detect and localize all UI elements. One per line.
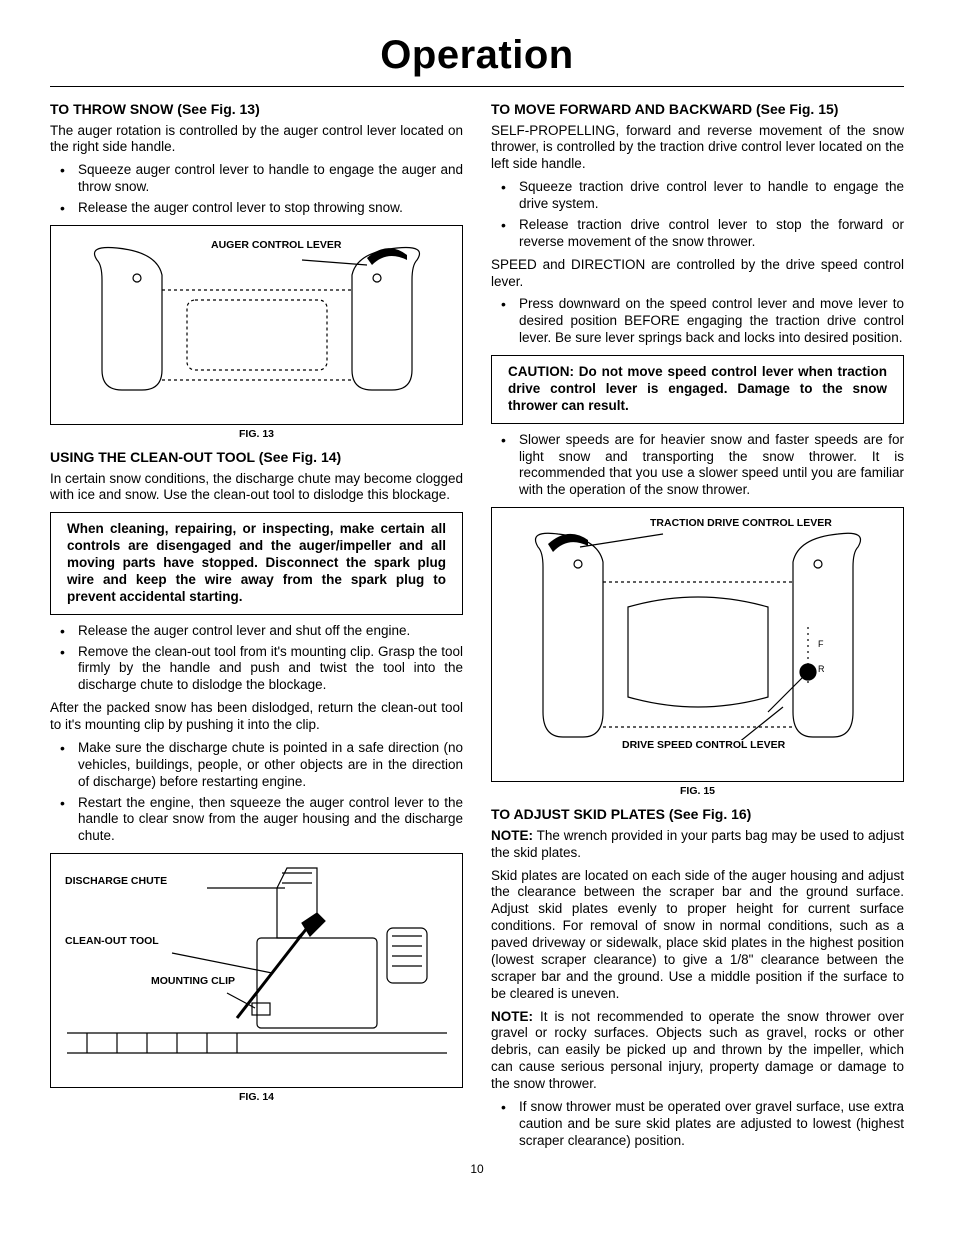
page-number: 10	[50, 1162, 904, 1177]
list-item: Make sure the discharge chute is pointed…	[50, 740, 463, 791]
list-item: Squeeze traction drive control lever to …	[491, 179, 904, 213]
svg-text:R: R	[818, 664, 825, 674]
cleanout-warning: When cleaning, repairing, or inspecting,…	[50, 512, 463, 614]
list-item: Release the auger control lever to stop …	[50, 200, 463, 217]
skid-heading: TO ADJUST SKID PLATES (See Fig. 16)	[491, 806, 904, 824]
fig15-speed-label: DRIVE SPEED CONTROL LEVER	[622, 740, 785, 752]
fig13-caption: FIG. 13	[50, 428, 463, 441]
list-item: Press downward on the speed control leve…	[491, 296, 904, 347]
note-text: The wrench provided in your parts bag ma…	[491, 828, 904, 860]
move-list-2: Press downward on the speed control leve…	[491, 296, 904, 347]
two-column-layout: TO THROW SNOW (See Fig. 13) The auger ro…	[50, 97, 904, 1156]
title-divider	[50, 86, 904, 87]
list-item: Remove the clean-out tool from it's moun…	[50, 644, 463, 695]
svg-text:F: F	[818, 639, 824, 649]
left-column: TO THROW SNOW (See Fig. 13) The auger ro…	[50, 97, 463, 1156]
cleanout-after: After the packed snow has been dislodged…	[50, 700, 463, 734]
figure-15: F R TRACTION DRIVE CONTROL LEVER DRIVE S…	[491, 507, 904, 782]
throw-snow-list: Squeeze auger control lever to handle to…	[50, 162, 463, 217]
cleanout-list-1: Release the auger control lever and shut…	[50, 623, 463, 695]
page-title: Operation	[50, 30, 904, 80]
list-item: If snow thrower must be operated over gr…	[491, 1099, 904, 1150]
throw-snow-heading: TO THROW SNOW (See Fig. 13)	[50, 101, 463, 119]
cleanout-intro: In certain snow conditions, the discharg…	[50, 471, 463, 505]
fig15-caption: FIG. 15	[491, 785, 904, 798]
list-item: Release traction drive control lever to …	[491, 217, 904, 251]
speed-intro: SPEED and DIRECTION are controlled by th…	[491, 257, 904, 291]
fig14-clip-label: MOUNTING CLIP	[151, 976, 235, 988]
speed-caution: CAUTION: Do not move speed control lever…	[491, 355, 904, 424]
skid-list: If snow thrower must be operated over gr…	[491, 1099, 904, 1150]
list-item: Release the auger control lever and shut…	[50, 623, 463, 640]
cleanout-list-2: Make sure the discharge chute is pointed…	[50, 740, 463, 845]
cleanout-heading: USING THE CLEAN-OUT TOOL (See Fig. 14)	[50, 449, 463, 467]
right-column: TO MOVE FORWARD AND BACKWARD (See Fig. 1…	[491, 97, 904, 1156]
fig15-traction-label: TRACTION DRIVE CONTROL LEVER	[650, 518, 832, 530]
throw-snow-intro: The auger rotation is controlled by the …	[50, 123, 463, 157]
fig13-auger-label: AUGER CONTROL LEVER	[211, 240, 341, 252]
move-intro: SELF-PROPELLING, forward and reverse mov…	[491, 123, 904, 174]
fig15-diagram: F R	[508, 512, 888, 777]
list-item: Restart the engine, then squeeze the aug…	[50, 795, 463, 846]
fig14-discharge-label: DISCHARGE CHUTE	[65, 876, 167, 888]
move-list-1: Squeeze traction drive control lever to …	[491, 179, 904, 251]
figure-13: AUGER CONTROL LEVER	[50, 225, 463, 425]
move-heading: TO MOVE FORWARD AND BACKWARD (See Fig. 1…	[491, 101, 904, 119]
fig13-diagram	[67, 230, 447, 420]
skid-note2: NOTE: It is not recommended to operate t…	[491, 1009, 904, 1093]
note-prefix: NOTE:	[491, 828, 533, 843]
skid-note1: NOTE: The wrench provided in your parts …	[491, 828, 904, 862]
note-text: It is not recommended to operate the sno…	[491, 1009, 904, 1092]
fig14-caption: FIG. 14	[50, 1091, 463, 1104]
skid-body: Skid plates are located on each side of …	[491, 868, 904, 1003]
move-list-3: Slower speeds are for heavier snow and f…	[491, 432, 904, 500]
list-item: Slower speeds are for heavier snow and f…	[491, 432, 904, 500]
list-item: Squeeze auger control lever to handle to…	[50, 162, 463, 196]
fig14-cleanout-label: CLEAN-OUT TOOL	[65, 936, 159, 948]
figure-14: DISCHARGE CHUTE CLEAN-OUT TOOL MOUNTING …	[50, 853, 463, 1088]
fig14-diagram	[57, 858, 457, 1083]
note-prefix: NOTE:	[491, 1009, 533, 1024]
